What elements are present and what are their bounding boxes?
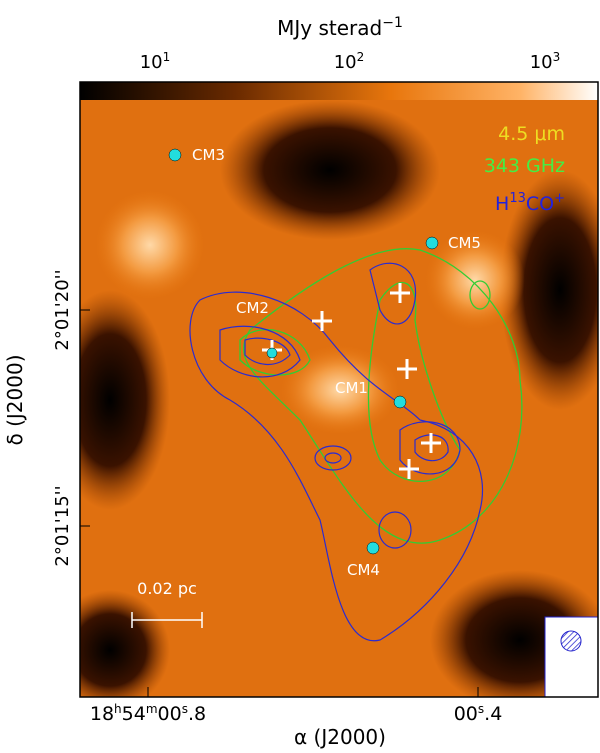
labels: MJy sterad−1 101 102 103 4.5 μm 343 GHz … [3,15,565,749]
base: 10 [334,52,357,73]
legend-item: 343 GHz [484,155,565,177]
part: .8 [188,703,206,725]
scale-label: 0.02 pc [137,579,197,598]
source-label: CM2 [236,299,269,317]
x-tick: 00s.4 [454,702,503,725]
part: m [146,702,158,716]
y-tick: 2°01'15'' [52,485,73,566]
source-label: CM4 [347,561,380,579]
colorbar [80,82,598,100]
base: 10 [530,52,553,73]
x-label: α (J2000) [294,725,386,749]
label-exp: −1 [382,15,403,31]
exp: 1 [163,50,171,64]
part: 54 [122,703,146,725]
y-tick: 2°01'20'' [52,269,73,350]
colorbar-label: MJy sterad−1 [277,15,403,40]
x-tick: 18h54m00s.8 [90,702,206,725]
legend-item: 4.5 μm [498,123,565,145]
exp: 2 [357,50,365,64]
part: H [495,193,509,215]
cb-tick: 101 [140,50,171,73]
part: 00 [454,703,478,725]
part: .4 [484,703,502,725]
part: 00 [158,703,182,725]
base: 10 [140,52,163,73]
part: s [182,702,188,716]
part: s [478,702,484,716]
part: 13 [509,191,526,206]
image [80,100,598,697]
exp: 3 [553,50,561,64]
part: h [114,702,122,716]
part: + [554,191,565,206]
y-label: δ (J2000) [3,355,27,446]
part: CO [526,193,554,215]
source-label: CM1 [335,379,368,397]
label-text: MJy sterad [277,16,382,40]
legend-item: H13CO+ [495,191,565,215]
source-label: CM5 [448,234,481,252]
source-label: CM3 [192,146,225,164]
cb-tick: 102 [334,50,365,73]
cb-tick: 103 [530,50,561,73]
part: 18 [90,703,114,725]
